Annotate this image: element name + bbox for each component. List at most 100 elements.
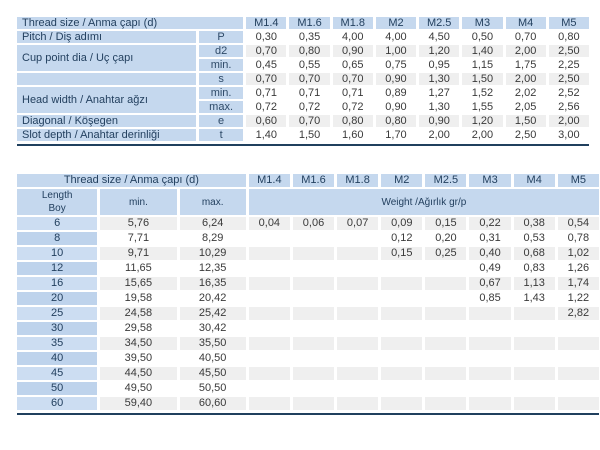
thread-size-header: M5 (548, 17, 589, 29)
min-cell: 15,65 (100, 277, 177, 290)
row-label: Cup point dia / Uç çapı (17, 45, 196, 71)
table-bottom-rule (17, 413, 599, 415)
row-symbol: t (198, 129, 244, 141)
dimension-value-cell: 0,70 (246, 45, 287, 57)
dimension-value-cell: 0,89 (375, 87, 417, 99)
row-label: Diagonal / Köşegen (17, 115, 196, 127)
dimension-table-title: Thread size / Anma çapı (d) (17, 17, 244, 29)
weight-cell: 0,85 (469, 292, 511, 305)
max-cell: 6,24 (179, 217, 246, 230)
weight-cell (557, 352, 599, 365)
dimension-value-cell: 2,50 (548, 45, 589, 57)
weight-cell (248, 292, 290, 305)
weight-cell (337, 277, 379, 290)
weight-cell: 0,78 (557, 232, 599, 245)
dimension-value-cell: 1,52 (462, 87, 503, 99)
weight-cell (292, 382, 335, 395)
weight-cell (292, 337, 335, 350)
weight-cell (248, 367, 290, 380)
weight-cell: 0,12 (381, 232, 423, 245)
weight-cell (513, 322, 555, 335)
min-column-header: min. (100, 189, 177, 215)
dimension-row: s 0,70 0,70 0,70 0,90 1,30 1,50 2,00 2,50 (17, 73, 589, 85)
weight-cell (292, 292, 335, 305)
weight-cell (292, 307, 335, 320)
weight-cell (381, 292, 423, 305)
dimension-value-cell: 2,56 (548, 101, 589, 113)
weight-cell: 0,20 (425, 232, 467, 245)
weight-cell: 0,68 (513, 247, 555, 260)
weight-cell (292, 277, 335, 290)
weight-row: 45 44,50 45,50 (17, 367, 599, 380)
row-symbol: min. (198, 87, 244, 99)
dimension-value-cell: 0,80 (332, 115, 373, 127)
weight-cell: 0,38 (513, 217, 555, 230)
dimension-table: Thread size / Anma çapı (d) M1.4 M1.6 M1.8… (14, 15, 592, 143)
dimension-value-cell: 1,50 (462, 73, 503, 85)
dimension-value-cell: 2,00 (419, 129, 460, 141)
min-cell: 49,50 (100, 382, 177, 395)
dimension-value-cell: 3,00 (548, 129, 589, 141)
dimension-value-cell: 2,00 (462, 129, 503, 141)
weight-cell (381, 322, 423, 335)
dimension-value-cell: 0,71 (289, 87, 330, 99)
max-cell: 60,60 (179, 397, 246, 410)
dimension-value-cell: 1,15 (462, 59, 503, 71)
thread-size-header: M1.6 (289, 17, 330, 29)
dimension-row: min. 0,45 0,55 0,65 0,75 0,95 1,15 1,75 2,25 (17, 59, 589, 71)
weight-cell: 2,82 (557, 307, 599, 320)
weight-cell (292, 367, 335, 380)
dimension-value-cell: 0,71 (332, 87, 373, 99)
weight-cell (248, 262, 290, 275)
weight-cell (557, 337, 599, 350)
dimension-value-cell: 2,00 (505, 45, 546, 57)
dimension-value-cell: 0,70 (289, 73, 330, 85)
dimension-value-cell: 1,30 (419, 73, 460, 85)
weight-cell (337, 247, 379, 260)
weight-cell (469, 322, 511, 335)
weight-cell: 1,02 (557, 247, 599, 260)
weight-cell (292, 322, 335, 335)
min-cell: 19,58 (100, 292, 177, 305)
max-cell: 50,50 (179, 382, 246, 395)
weight-cell (248, 277, 290, 290)
row-symbol: min. (198, 59, 244, 71)
weight-row: 12 11,65 12,35 0,49 0,83 1,26 (17, 262, 599, 275)
weight-cell: 1,43 (513, 292, 555, 305)
thread-size-header: M1.8 (337, 174, 379, 187)
length-cell: 25 (17, 307, 98, 320)
dimension-value-cell: 0,72 (332, 101, 373, 113)
min-cell: 39,50 (100, 352, 177, 365)
weight-cell (557, 322, 599, 335)
dimension-value-cell: 0,35 (289, 31, 330, 43)
weight-cell (513, 307, 555, 320)
weight-cell (337, 382, 379, 395)
weight-cell (292, 397, 335, 410)
dimension-value-cell: 1,75 (505, 59, 546, 71)
min-cell: 11,65 (100, 262, 177, 275)
weight-cell (248, 247, 290, 260)
row-symbol: s (198, 73, 244, 85)
weight-cell: 0,15 (381, 247, 423, 260)
dimension-value-cell: 0,72 (289, 101, 330, 113)
weight-cell (469, 397, 511, 410)
weight-cell: 0,04 (248, 217, 290, 230)
weight-cell (557, 367, 599, 380)
row-label (17, 73, 196, 85)
min-cell: 29,58 (100, 322, 177, 335)
row-label: Head width / Anahtar ağzı (17, 87, 196, 113)
spec-sheet-page: Thread size / Anma çapı (d) M1.4 M1.6 M1.8… (14, 15, 599, 415)
weight-cell (381, 277, 423, 290)
weight-row: 30 29,58 30,42 (17, 322, 599, 335)
weight-cell (513, 352, 555, 365)
max-cell: 12,35 (179, 262, 246, 275)
weight-cell (425, 397, 467, 410)
row-symbol: e (198, 115, 244, 127)
weight-cell (337, 322, 379, 335)
dimension-value-cell: 0,70 (246, 73, 287, 85)
weight-cell: 0,83 (513, 262, 555, 275)
weight-cell (425, 292, 467, 305)
length-column-header: Length Boy (17, 189, 98, 215)
weight-cell (337, 262, 379, 275)
weight-cell (513, 397, 555, 410)
